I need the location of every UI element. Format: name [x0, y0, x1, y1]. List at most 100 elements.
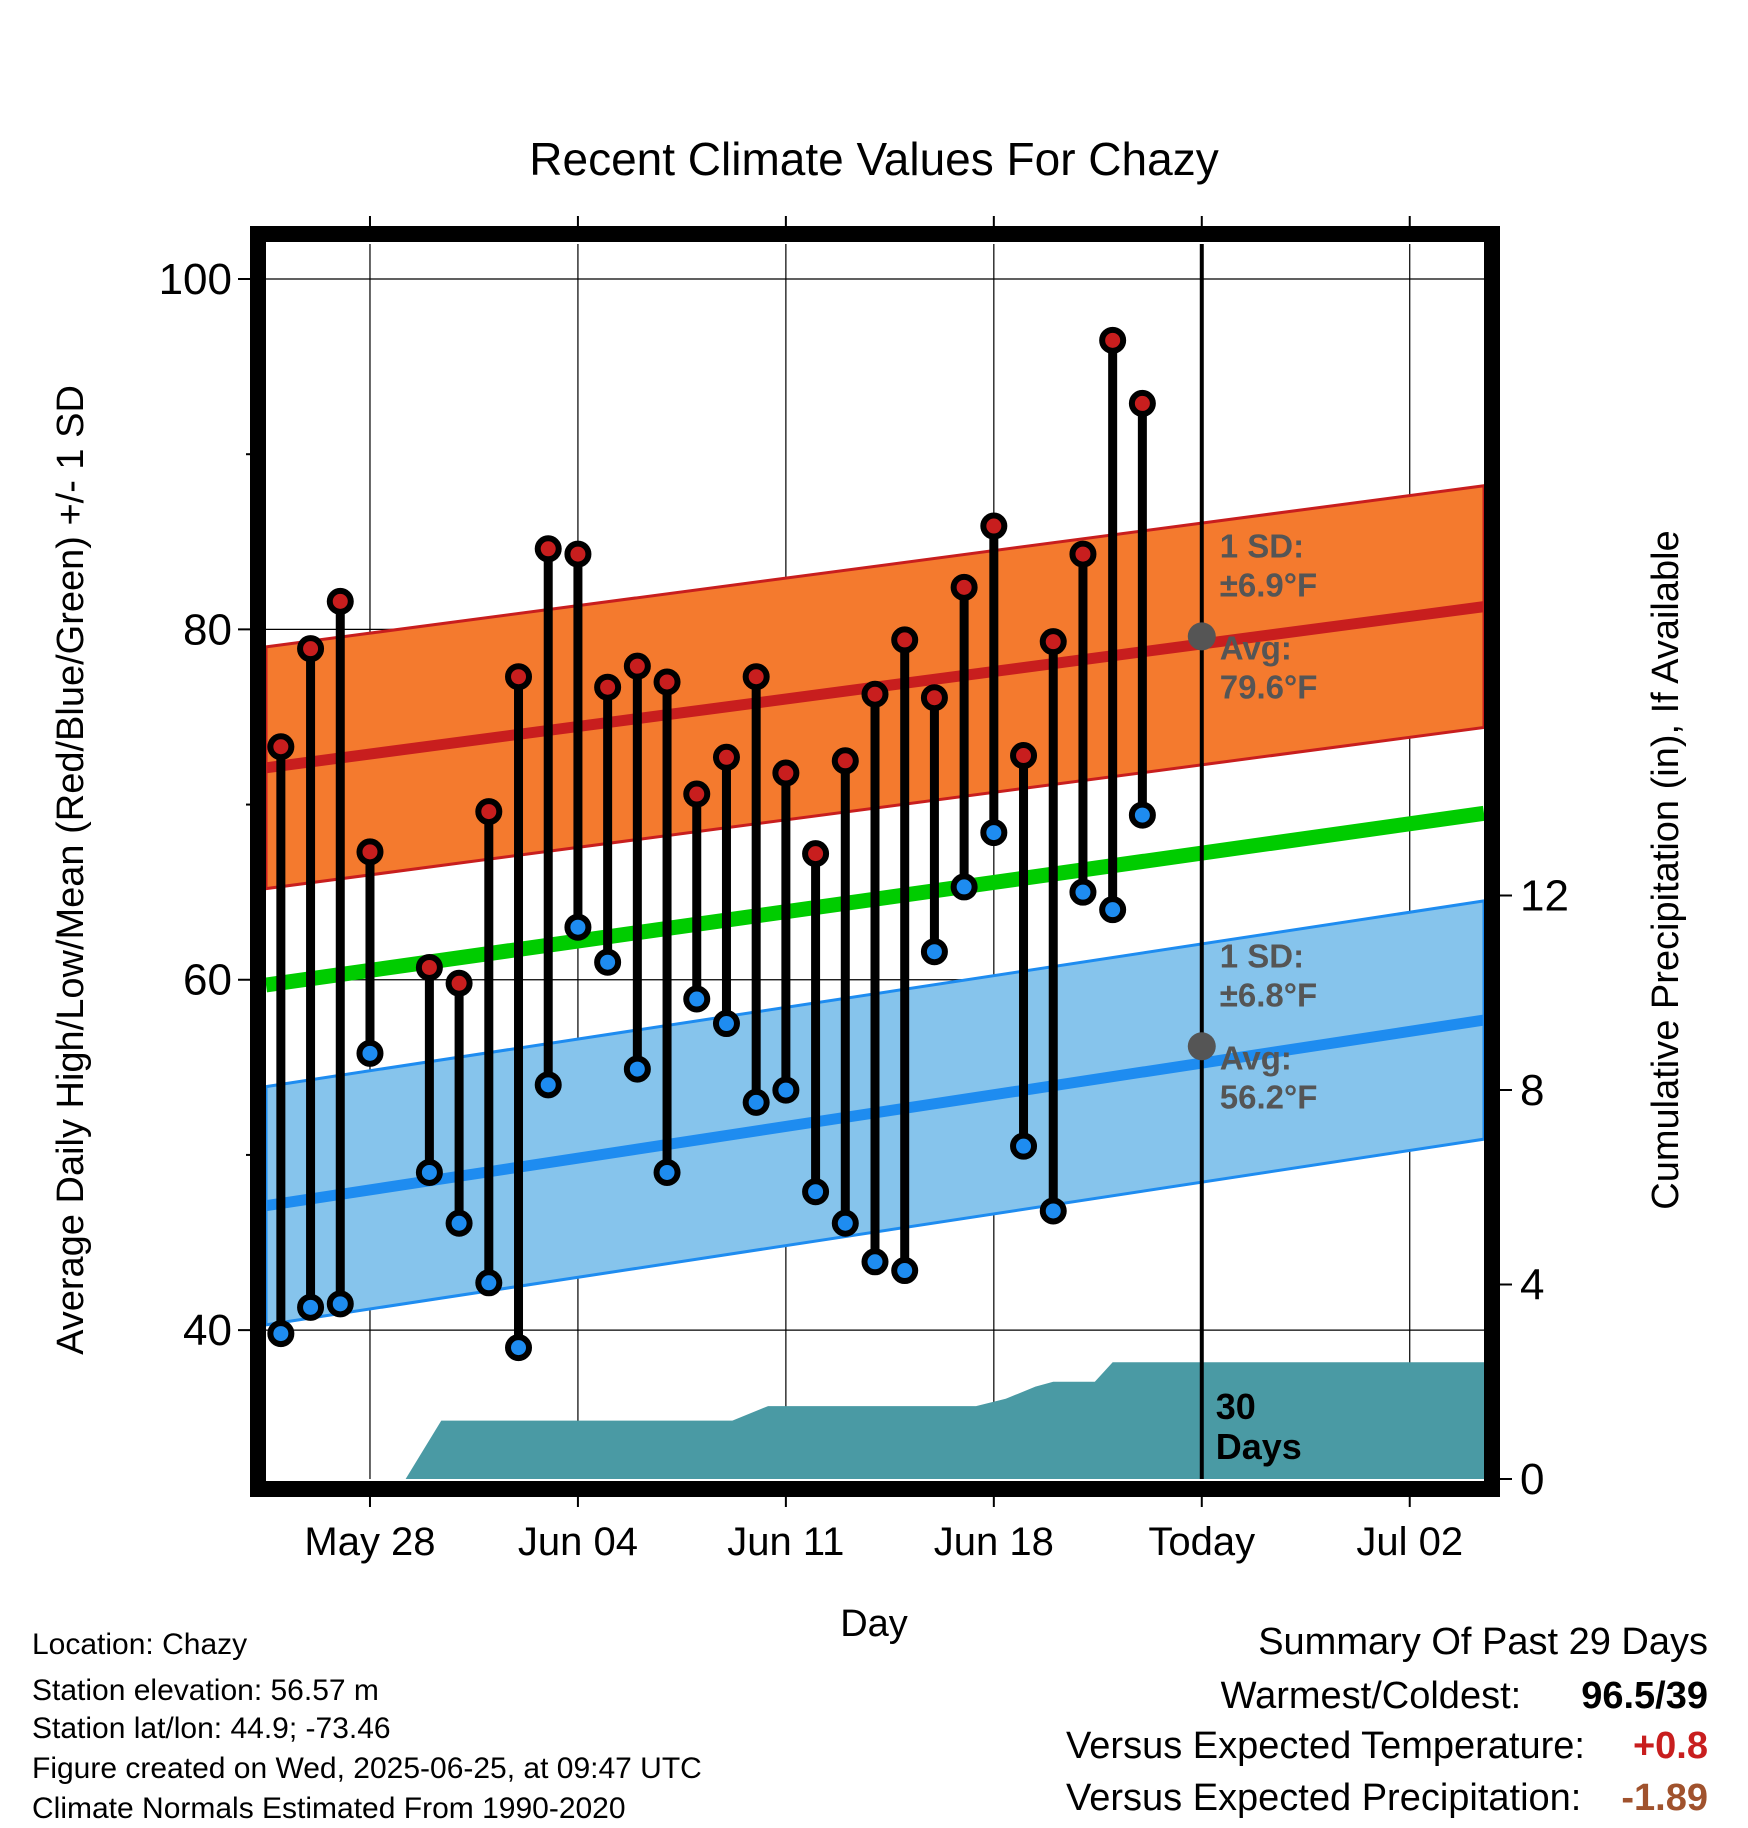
daily-low-point — [475, 1269, 503, 1297]
daily-low-point — [980, 819, 1008, 847]
precip-cumulative-area — [266, 1362, 1484, 1479]
daily-low-point — [920, 938, 948, 966]
daily-high-point — [831, 747, 859, 775]
daily-high-point — [980, 512, 1008, 540]
x-tick-label: Today — [1148, 1520, 1255, 1564]
precip-value: -1.89 — [1621, 1777, 1708, 1819]
daily-high-point — [415, 953, 443, 981]
info-latlon: Station lat/lon: 44.9; -73.46 — [32, 1712, 391, 1745]
axes: 40 60 80 100 0 4 8 12 May 28 Jun 04 Jun 11 Jun 18 To… — [159, 216, 1569, 1564]
low-avg-value: 56.2°F — [1220, 1078, 1318, 1115]
summary-title-text: Summary Of Past 29 Days — [1258, 1621, 1708, 1663]
daily-low-point — [415, 1158, 443, 1186]
y-left-tick-label: 60 — [183, 956, 232, 1005]
daily-range-bars — [267, 326, 1156, 1362]
daily-low-point — [1128, 801, 1156, 829]
summary-warm-cold: Warmest/Coldest: 96.5/39 — [1221, 1676, 1708, 1716]
daily-low-point — [861, 1248, 889, 1276]
x-tick-label: Jun 11 — [727, 1520, 844, 1564]
daily-low-point — [505, 1334, 533, 1362]
low-sd-value: ±6.8°F — [1220, 976, 1317, 1013]
summary-precip: Versus Expected Precipitation: -1.89 — [1066, 1778, 1708, 1818]
info-location: Location: Chazy — [32, 1628, 248, 1661]
y-right-tick-label: 12 — [1520, 872, 1569, 921]
daily-low-point — [267, 1320, 295, 1348]
daily-low-point — [594, 948, 622, 976]
daily-low-point — [950, 873, 978, 901]
precipitation-area — [266, 1362, 1484, 1479]
daily-high-point — [475, 798, 503, 826]
daily-high-point — [1010, 742, 1038, 770]
daily-high-point — [683, 780, 711, 808]
daily-high-point — [326, 587, 354, 615]
y-axis-left-label: Average Daily High/Low/Mean (Red/Blue/Gr… — [50, 385, 92, 1355]
daily-low-point — [623, 1055, 651, 1083]
daily-low-point — [1099, 896, 1127, 924]
daily-low-point — [772, 1076, 800, 1104]
daily-high-point — [1128, 389, 1156, 417]
daily-low-point — [1069, 878, 1097, 906]
days-count-label-line2: Days — [1216, 1426, 1302, 1467]
y-left-tick-label: 80 — [183, 605, 232, 654]
info-elevation: Station elevation: 56.57 m — [32, 1674, 379, 1707]
x-axis-label: Day — [840, 1603, 908, 1645]
plot-frame — [250, 226, 1500, 1497]
daily-high-point — [594, 673, 622, 701]
daily-high-point — [564, 540, 592, 568]
daily-high-point — [297, 635, 325, 663]
daily-low-point — [653, 1158, 681, 1186]
days-count-label-line1: 30 — [1216, 1386, 1256, 1427]
temp-label: Versus Expected Temperature: — [1066, 1725, 1585, 1767]
daily-low-point — [712, 1010, 740, 1038]
y-right-tick-label: 8 — [1520, 1066, 1544, 1115]
info-normals: Climate Normals Estimated From 1990-2020 — [32, 1792, 626, 1825]
warm-cold-label: Warmest/Coldest: — [1220, 1675, 1522, 1717]
daily-high-point — [534, 535, 562, 563]
daily-high-point — [861, 680, 889, 708]
daily-low-point — [891, 1257, 919, 1285]
daily-low-point — [831, 1209, 859, 1237]
warm-cold-value: 96.5/39 — [1581, 1675, 1708, 1717]
daily-high-point — [950, 573, 978, 601]
daily-low-point — [683, 985, 711, 1013]
daily-high-point — [772, 759, 800, 787]
chart-title: Recent Climate Values For Chazy — [529, 133, 1218, 185]
daily-low-point — [1010, 1132, 1038, 1160]
x-tick-label: May 28 — [304, 1520, 435, 1564]
daily-high-point — [623, 652, 651, 680]
daily-high-point — [891, 626, 919, 654]
daily-low-point — [564, 913, 592, 941]
daily-high-point — [1039, 628, 1067, 656]
daily-high-point — [653, 668, 681, 696]
daily-high-point — [267, 733, 295, 761]
daily-low-point — [742, 1088, 770, 1116]
summary-temp: Versus Expected Temperature: +0.8 — [1066, 1726, 1708, 1766]
daily-high-point — [445, 969, 473, 997]
temp-value: +0.8 — [1632, 1725, 1708, 1767]
y-left-tick-label: 40 — [183, 1306, 232, 1355]
y-right-tick-label: 0 — [1520, 1455, 1544, 1504]
today-high-avg-marker — [1187, 622, 1216, 651]
daily-high-point — [920, 684, 948, 712]
high-sd-label: 1 SD: — [1220, 527, 1304, 564]
daily-high-point — [1069, 540, 1097, 568]
info-created: Figure created on Wed, 2025-06-25, at 09… — [32, 1752, 702, 1785]
low-sd-label: 1 SD: — [1220, 937, 1304, 974]
low-avg-label: Avg: — [1220, 1039, 1292, 1076]
daily-high-point — [712, 743, 740, 771]
daily-low-point — [534, 1071, 562, 1099]
daily-low-point — [356, 1039, 384, 1067]
y-left-tick-label: 100 — [159, 255, 232, 304]
high-avg-value: 79.6°F — [1220, 668, 1318, 705]
daily-low-point — [1039, 1197, 1067, 1225]
y-right-tick-label: 4 — [1520, 1261, 1544, 1310]
x-tick-label: Jun 04 — [518, 1520, 638, 1564]
today-low-avg-marker — [1187, 1032, 1216, 1061]
high-sd-value: ±6.9°F — [1220, 566, 1317, 603]
x-tick-label: Jul 02 — [1356, 1520, 1463, 1564]
daily-high-point — [505, 663, 533, 691]
daily-high-point — [356, 838, 384, 866]
daily-high-point — [742, 663, 770, 691]
